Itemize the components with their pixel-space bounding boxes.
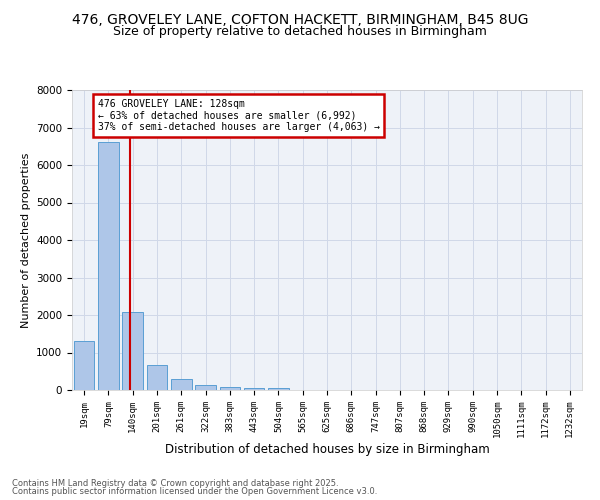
X-axis label: Distribution of detached houses by size in Birmingham: Distribution of detached houses by size … — [164, 443, 490, 456]
Text: Contains HM Land Registry data © Crown copyright and database right 2025.: Contains HM Land Registry data © Crown c… — [12, 478, 338, 488]
Text: 476, GROVELEY LANE, COFTON HACKETT, BIRMINGHAM, B45 8UG: 476, GROVELEY LANE, COFTON HACKETT, BIRM… — [72, 12, 528, 26]
Text: Contains public sector information licensed under the Open Government Licence v3: Contains public sector information licen… — [12, 487, 377, 496]
Bar — [244, 388, 265, 390]
Bar — [98, 142, 119, 390]
Bar — [74, 340, 94, 390]
Bar — [268, 388, 289, 390]
Text: 476 GROVELEY LANE: 128sqm
← 63% of detached houses are smaller (6,992)
37% of se: 476 GROVELEY LANE: 128sqm ← 63% of detac… — [97, 99, 380, 132]
Bar — [195, 385, 216, 390]
Bar — [146, 364, 167, 390]
Bar — [171, 379, 191, 390]
Y-axis label: Number of detached properties: Number of detached properties — [20, 152, 31, 328]
Bar — [220, 387, 240, 390]
Bar — [122, 312, 143, 390]
Text: Size of property relative to detached houses in Birmingham: Size of property relative to detached ho… — [113, 25, 487, 38]
